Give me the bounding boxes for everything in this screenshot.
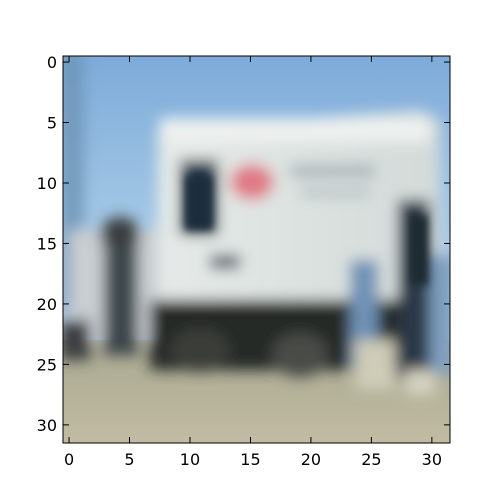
y-tick-label-25: 25 [37,355,57,374]
axes-frame [62,55,451,444]
x-tick-label-5: 5 [124,450,134,469]
y-tick-label-30: 30 [37,416,57,435]
x-tick-label-30: 30 [422,450,442,469]
x-tick-label-20: 20 [301,450,321,469]
y-axis: 0 5 10 15 20 25 30 [37,53,450,435]
y-tick-label-0: 0 [47,53,57,72]
y-tick-label-5: 5 [47,114,57,133]
y-tick-label-15: 15 [37,234,57,253]
x-tick-label-0: 0 [64,450,74,469]
x-axis: 0 5 10 15 20 25 30 [64,56,442,469]
y-tick-label-20: 20 [37,295,57,314]
x-tick-label-15: 15 [240,450,260,469]
x-tick-label-25: 25 [361,450,381,469]
photo-image [63,56,450,443]
x-tick-label-10: 10 [180,450,200,469]
y-tick-label-10: 10 [37,174,57,193]
